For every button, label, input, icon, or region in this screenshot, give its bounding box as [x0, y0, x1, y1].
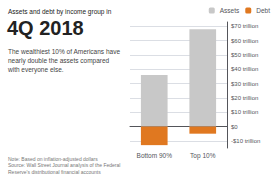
svg-text:Top 10%: Top 10% — [190, 152, 216, 160]
svg-text:Assets: Assets — [220, 7, 240, 14]
svg-text:$10 trillion: $10 trillion — [231, 109, 258, 115]
svg-text:nearly double the assets compa: nearly double the assets compared — [8, 57, 110, 65]
svg-text:Source: Wall Street Journal an: Source: Wall Street Journal analysis of … — [8, 162, 120, 168]
svg-text:$70 trillion: $70 trillion — [231, 23, 258, 29]
svg-text:$0: $0 — [231, 124, 238, 130]
svg-text:$60 trillion: $60 trillion — [231, 38, 258, 44]
svg-text:$50 trillion: $50 trillion — [231, 52, 258, 58]
svg-text:Reserve's distributional finan: Reserve's distributional financial accou… — [8, 169, 101, 175]
svg-text:$40 trillion: $40 trillion — [231, 66, 258, 72]
svg-text:4Q 2018: 4Q 2018 — [7, 17, 84, 39]
svg-text:Bottom 90%: Bottom 90% — [137, 152, 173, 159]
svg-text:$30 trillion: $30 trillion — [231, 81, 258, 87]
svg-text:The wealthiest 10% of American: The wealthiest 10% of Americans have — [8, 48, 120, 55]
svg-text:Debt: Debt — [256, 7, 270, 14]
svg-text:with everyone else.: with everyone else. — [7, 66, 64, 74]
svg-text:Assets and debt by income grou: Assets and debt by income group in — [8, 8, 112, 16]
svg-text:$20 trillion: $20 trillion — [231, 95, 258, 101]
svg-text:Note: Based on inflation-adjus: Note: Based on inflation-adjusted dollar… — [8, 156, 98, 162]
svg-text:-$10 trillion: -$10 trillion — [231, 138, 260, 144]
